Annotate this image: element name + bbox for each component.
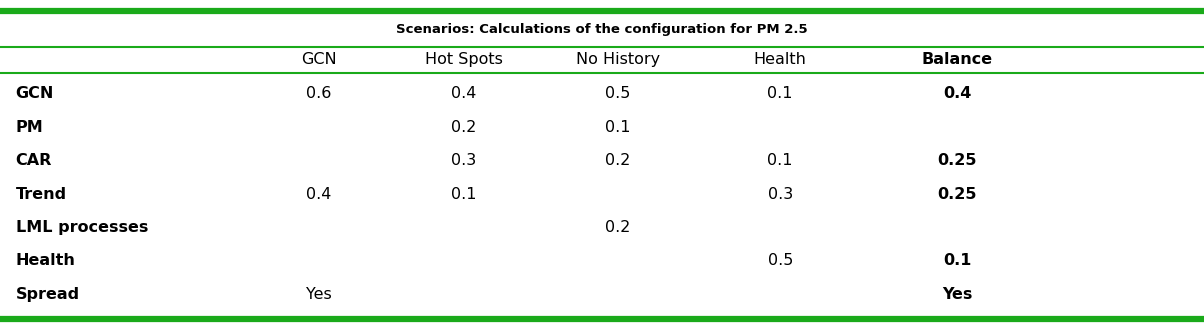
Text: Spread: Spread xyxy=(16,287,79,302)
Text: CAR: CAR xyxy=(16,153,52,168)
Text: 0.25: 0.25 xyxy=(938,153,976,168)
Text: GCN: GCN xyxy=(301,52,337,67)
Text: 0.5: 0.5 xyxy=(767,253,793,268)
Text: 0.5: 0.5 xyxy=(604,87,631,101)
Text: 0.2: 0.2 xyxy=(604,153,631,168)
Text: No History: No History xyxy=(576,52,660,67)
Text: Health: Health xyxy=(754,52,807,67)
Text: 0.25: 0.25 xyxy=(938,187,976,202)
Text: LML processes: LML processes xyxy=(16,220,148,235)
Text: 0.6: 0.6 xyxy=(306,87,332,101)
Text: 0.2: 0.2 xyxy=(604,220,631,235)
Text: 0.1: 0.1 xyxy=(604,120,631,135)
Text: 0.4: 0.4 xyxy=(306,187,332,202)
Text: 0.4: 0.4 xyxy=(450,87,477,101)
Text: 0.4: 0.4 xyxy=(943,87,972,101)
Text: Trend: Trend xyxy=(16,187,66,202)
Text: 0.1: 0.1 xyxy=(943,253,972,268)
Text: 0.1: 0.1 xyxy=(767,87,793,101)
Text: 0.1: 0.1 xyxy=(450,187,477,202)
Text: 0.2: 0.2 xyxy=(450,120,477,135)
Text: Yes: Yes xyxy=(942,287,973,302)
Text: Health: Health xyxy=(16,253,76,268)
Text: 0.3: 0.3 xyxy=(768,187,792,202)
Text: Yes: Yes xyxy=(306,287,332,302)
Text: GCN: GCN xyxy=(16,87,54,101)
Text: 0.3: 0.3 xyxy=(452,153,476,168)
Text: Hot Spots: Hot Spots xyxy=(425,52,502,67)
Text: 0.1: 0.1 xyxy=(767,153,793,168)
Text: Balance: Balance xyxy=(921,52,993,67)
Text: Scenarios: Calculations of the configuration for PM 2.5: Scenarios: Calculations of the configura… xyxy=(396,23,808,36)
Text: PM: PM xyxy=(16,120,43,135)
